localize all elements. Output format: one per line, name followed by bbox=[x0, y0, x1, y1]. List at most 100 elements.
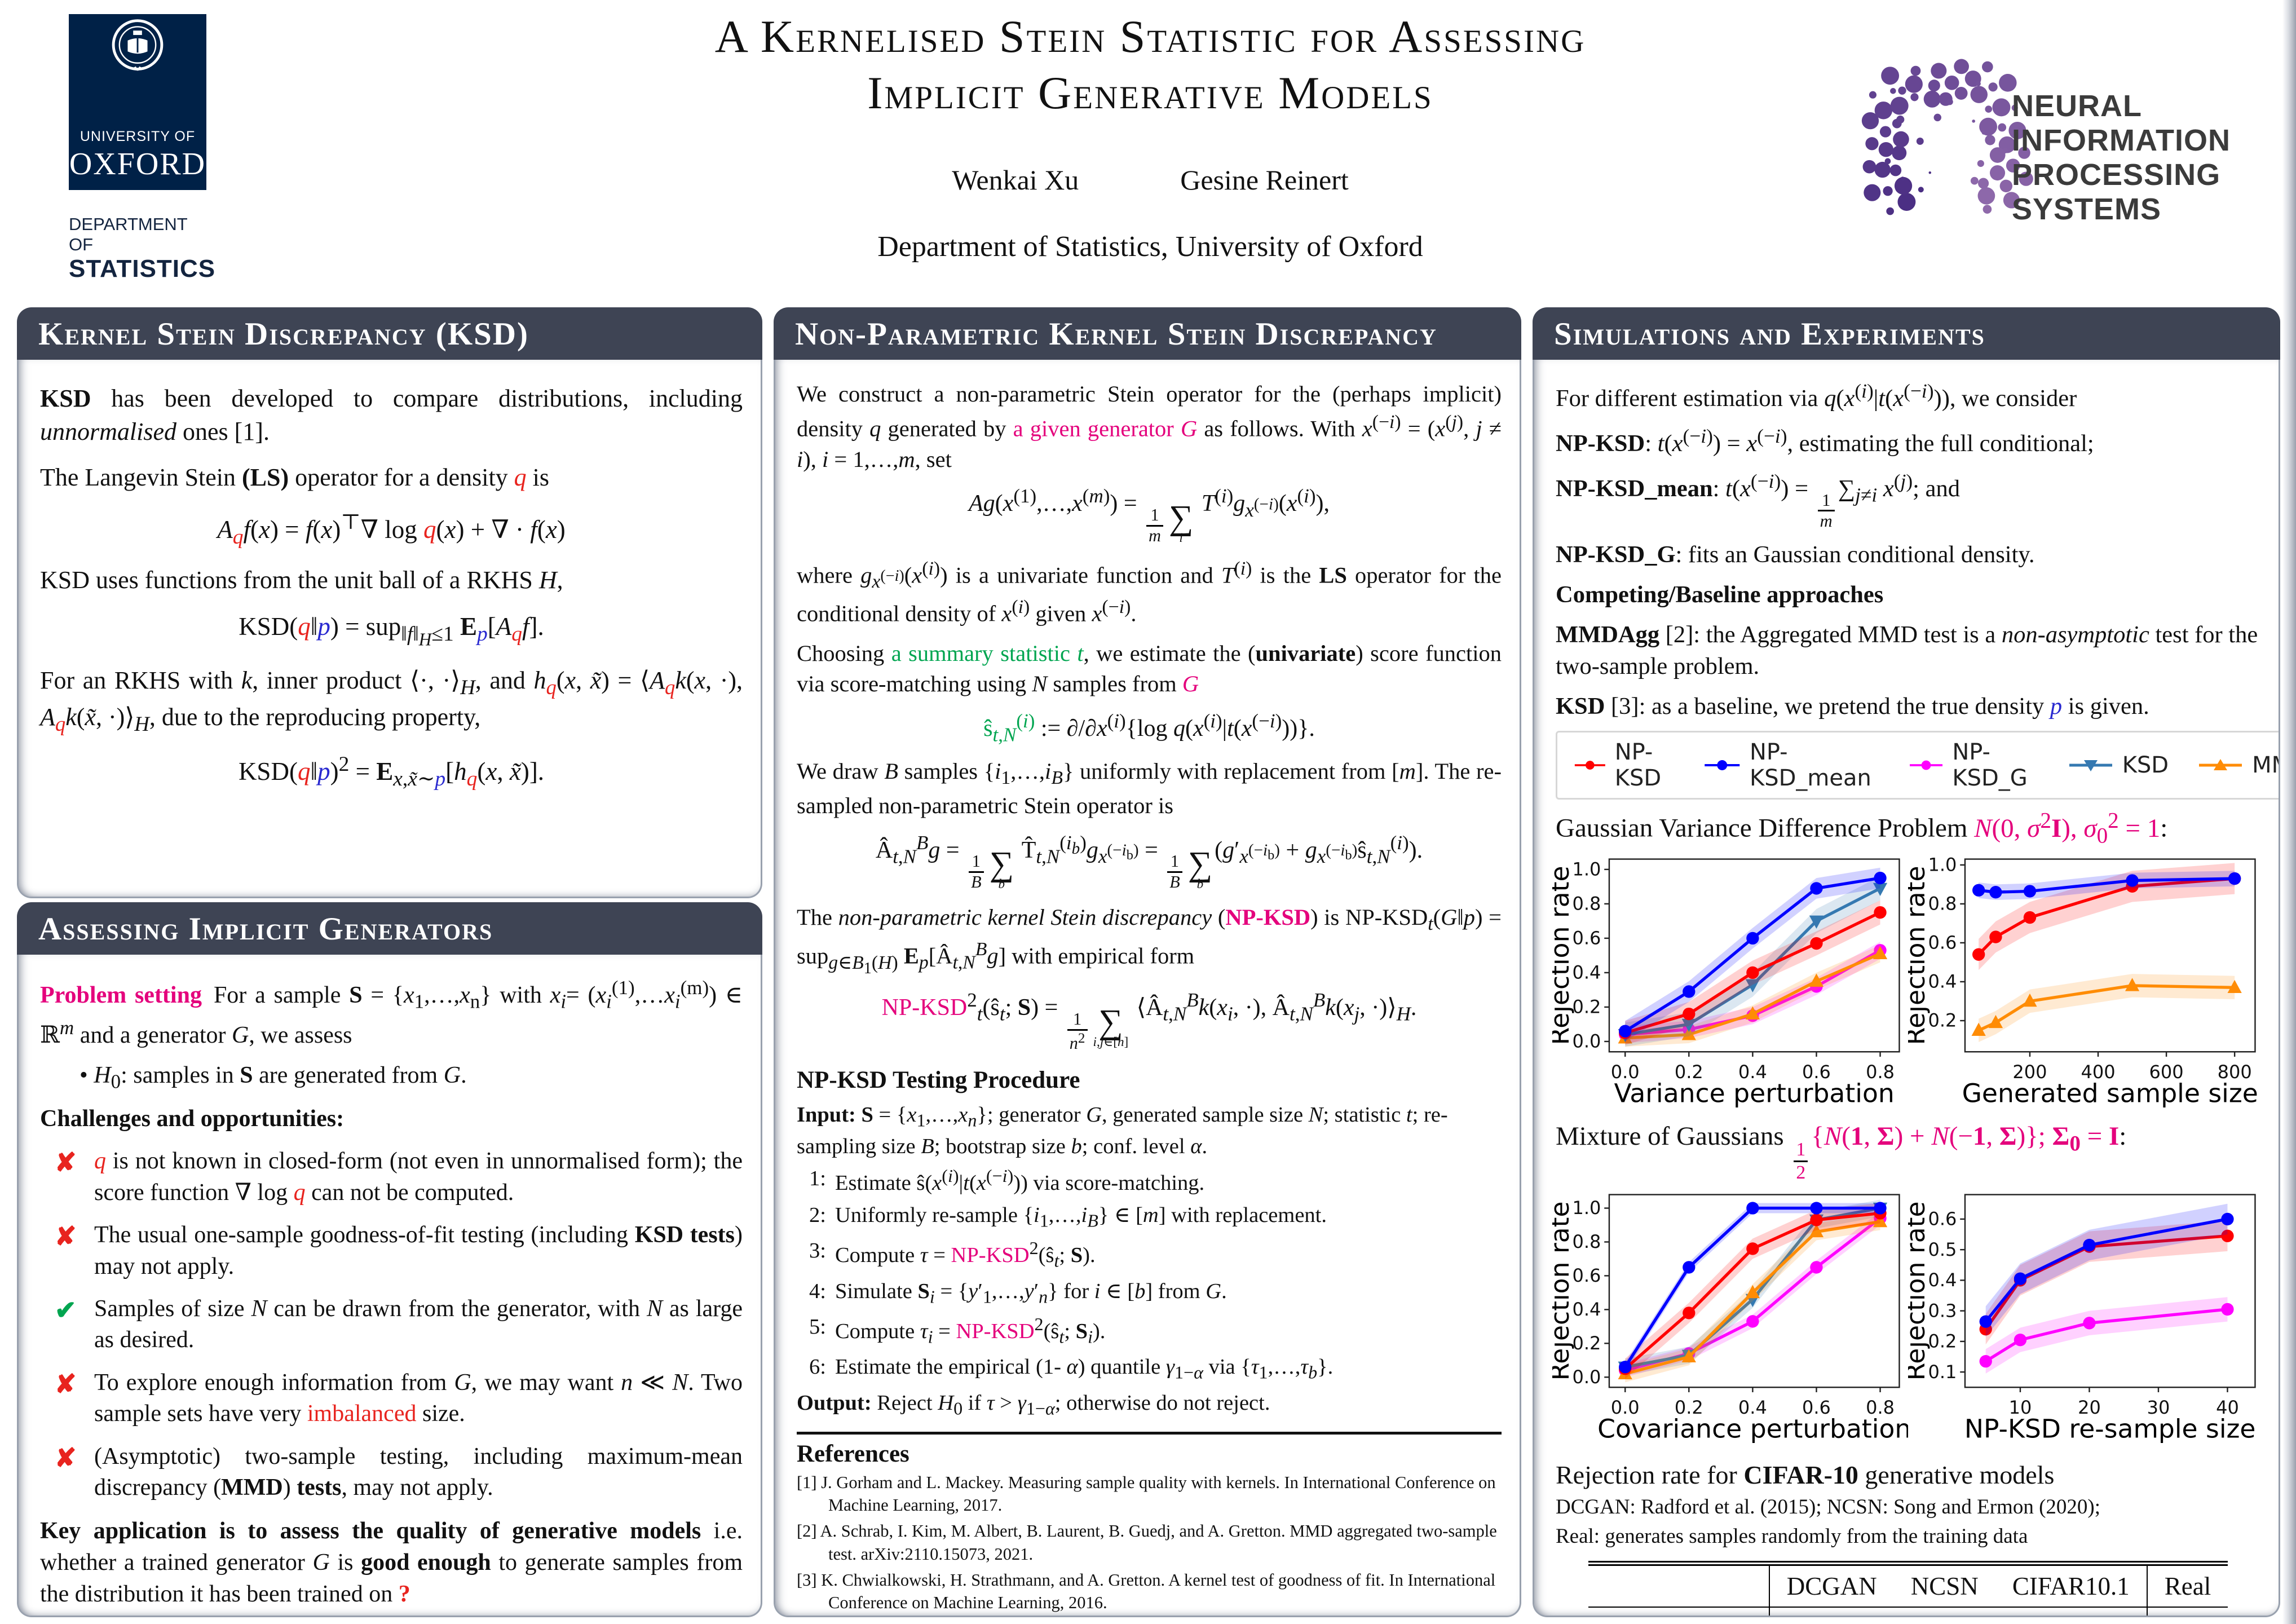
svg-text:0.6: 0.6 bbox=[1572, 928, 1601, 949]
aig-key-application: Key application is to assess the quality… bbox=[40, 1517, 743, 1608]
svg-text:200: 200 bbox=[2012, 1061, 2047, 1083]
chart-generated-sample-size: 0.2 0.4 0.6 0.8 1.0 200 400 600 800 Generated sam… bbox=[1908, 850, 2264, 1113]
svg-text:Rejection rate: Rejection rate bbox=[1908, 1201, 1931, 1380]
np-paragraph-4: We draw B samples {i1,…,iB} uniformly wi… bbox=[797, 758, 1502, 819]
aig-item-2: ✘ The usual one-sample goodness-of-fit te… bbox=[55, 1220, 743, 1282]
neurips-word-2: INFORMATION bbox=[2012, 123, 2231, 158]
np-paragraph-2: where gx(−i)(x(i)) is a univariate funct… bbox=[797, 558, 1502, 626]
svg-text:40: 40 bbox=[2216, 1397, 2239, 1418]
svg-text:0.2: 0.2 bbox=[1675, 1061, 1703, 1083]
np-step-2: 2: Uniformly re-sample {i1,…,iB} ∈ [m] wi… bbox=[809, 1203, 1327, 1231]
reference-1: [1] J. Gorham and L. Mackey. Measuring s… bbox=[797, 1472, 1496, 1515]
svg-text:0.8: 0.8 bbox=[1928, 893, 1957, 915]
sim-def-mmdagg: MMDAgg [2]: the Aggregated MMD test is a… bbox=[1556, 621, 2258, 680]
cifar-note-1: DCGAN: Radford et al. (2015); NCSN: Song… bbox=[1556, 1495, 2101, 1519]
reference-3: [3] K. Chwialkowski, H. Strathmann, and … bbox=[797, 1570, 1496, 1613]
svg-text:0.2: 0.2 bbox=[1928, 1010, 1957, 1031]
ksd-formula-sup: KSD(q‖p) = sup‖f‖H≤1 Ep[Aqf]. bbox=[239, 612, 544, 650]
ksd-formula-squared: KSD(q‖p)2 = Ex,x̃∼p[hq(x, x̃)]. bbox=[238, 753, 545, 791]
neurips-word-1: NEURAL bbox=[2012, 89, 2142, 123]
legend-item-np-ksd-g: NP-KSD_G bbox=[1908, 739, 2038, 791]
svg-text:0.4: 0.4 bbox=[1928, 971, 1957, 992]
svg-text:Generated sample size: Generated sample size bbox=[1962, 1079, 2258, 1109]
legend-marker-circle-icon bbox=[1705, 760, 1740, 771]
oxford-logo: UNIVERSITY OF OXFORD bbox=[69, 14, 206, 190]
cross-icon: ✘ bbox=[55, 1369, 77, 1398]
legend-item-np-ksd-mean: NP-KSD_mean bbox=[1703, 739, 1880, 791]
aig-item-3: ✔ Samples of size N can be drawn from the… bbox=[55, 1294, 743, 1356]
authors: Wenkai Xu Gesine Reinert bbox=[507, 164, 1793, 196]
np-step-4: 4: Simulate Si = {y′1,…,y′n} for i ∈ [b] … bbox=[809, 1279, 1227, 1307]
svg-text:0.2: 0.2 bbox=[1572, 1332, 1601, 1354]
aig-item-5: ✘ (Asymptotic) two-sample testing, includ… bbox=[55, 1441, 743, 1504]
legend-item-np-ksd: NP-KSD bbox=[1573, 739, 1675, 791]
svg-text:0.0: 0.0 bbox=[1611, 1061, 1640, 1083]
ksd-paragraph-2: The Langevin Stein (LS) operator for a d… bbox=[40, 463, 550, 491]
svg-text:Rejection rate: Rejection rate bbox=[1552, 1201, 1575, 1380]
check-icon: ✔ bbox=[55, 1295, 77, 1325]
cross-icon: ✘ bbox=[55, 1148, 77, 1177]
header: UNIVERSITY OF OXFORD DEPARTMENT OF STATI… bbox=[0, 0, 2296, 304]
svg-text:0.3: 0.3 bbox=[1928, 1300, 1957, 1321]
chart-resample-size: 0.1 0.2 0.3 0.4 0.5 0.6 10 20 30 40 NP-KSD re-samp… bbox=[1908, 1186, 2264, 1449]
author-gesine-reinert: Gesine Reinert bbox=[1180, 164, 1349, 196]
svg-text:0.6: 0.6 bbox=[1802, 1061, 1831, 1083]
np-step-1: 1: Estimate ŝ(x(i)|t(x(−i))) via score-ma… bbox=[809, 1166, 1205, 1195]
ksd-paragraph-4: For an RKHS with k, inner product ⟨·, ·⟩… bbox=[40, 667, 743, 736]
svg-text:800: 800 bbox=[2218, 1061, 2252, 1083]
reference-2: [2] A. Schrab, I. Kim, M. Albert, B. Lau… bbox=[797, 1521, 1497, 1564]
panel-sim-title: Simulations and Experiments bbox=[1533, 307, 2280, 360]
np-formula-stein-operator: Ag(x(1),…,x(m)) = 1 m ∑ i T(i)gx(−i)(x(i)), bbox=[969, 485, 1330, 545]
references-title: References bbox=[797, 1440, 909, 1467]
np-step-3: 3: Compute τ = NP-KSD2(ŝt; S). bbox=[809, 1238, 1096, 1271]
sim-paragraph-1: For different estimation via q(x(i)|t(x(… bbox=[1556, 379, 2077, 412]
ksd-paragraph-1: KSD has been developed to compare distri… bbox=[40, 385, 743, 445]
np-algo-output: Output: Reject H0 if τ > γ1−α; otherwise… bbox=[797, 1391, 1270, 1419]
ksd-formula-ls-operator: Aqf(x) = f(x)⊤∇ log q(x) + ∇ · f(x) bbox=[217, 510, 566, 549]
svg-text:1.0: 1.0 bbox=[1572, 1197, 1601, 1219]
svg-text:0.6: 0.6 bbox=[1928, 932, 1957, 954]
panel-np-ksd: Non-Parametric Kernel Stein Discrepancy … bbox=[774, 307, 1521, 1617]
gaussian-variance-heading: Gaussian Variance Difference Problem N(0… bbox=[1556, 808, 2168, 848]
title-line-2: Implicit Generative Models bbox=[867, 67, 1433, 118]
np-step-5: 5: Compute τi = NP-KSD2(ŝt; Si). bbox=[809, 1313, 1106, 1347]
table-header-row: DCGAN NCSN CIFAR10.1 Real bbox=[1588, 1563, 2228, 1608]
department-label: DEPARTMENT OF STATISTICS bbox=[69, 214, 215, 283]
np-formula-score: ŝt,N(i) := ∂/∂x(i){log q(x(i)|t(x(−i)))}… bbox=[983, 709, 1315, 746]
svg-text:0.0: 0.0 bbox=[1572, 1031, 1601, 1052]
chart-row-2: 0.0 0.2 0.4 0.6 0.8 1.0 0.0 0.2 0.4 0.6 0.8 Covaria… bbox=[1552, 1186, 2264, 1449]
legend-marker-triangle-up-icon bbox=[2199, 759, 2242, 771]
panel-ksd: Kernel Stein Discrepancy (KSD) KSD has b… bbox=[17, 307, 762, 898]
cifar-results-table: DCGAN NCSN CIFAR10.1 Real NP-KSD0.680.73… bbox=[1588, 1560, 2228, 1616]
legend-item-ksd: KSD bbox=[2067, 752, 2169, 778]
author-wenkai-xu: Wenkai Xu bbox=[952, 164, 1079, 196]
page-edge-shading bbox=[2282, 0, 2296, 1624]
panel-np-body: We construct a non-parametric Stein oper… bbox=[774, 360, 1521, 1617]
svg-text:0.2: 0.2 bbox=[1572, 996, 1601, 1018]
sim-def-ksd: KSD [3]: as a baseline, we pretend the t… bbox=[1556, 693, 2149, 720]
svg-text:0.1: 0.1 bbox=[1928, 1361, 1957, 1383]
panel-ksd-body: KSD has been developed to compare distri… bbox=[17, 360, 762, 898]
neurips-ring-icon bbox=[1861, 59, 2033, 215]
neurips-wordmark: NEURAL INFORMATION PROCESSING SYSTEMS bbox=[2012, 89, 2231, 227]
np-algo-title: NP-KSD Testing Procedure bbox=[797, 1066, 1080, 1093]
panel-sim-body: For different estimation via q(x(i)|t(x(… bbox=[1533, 360, 2280, 1617]
sim-def-np-ksd-mean: NP-KSD_mean: t(x(−i)) = 1 m ∑j≠i x(j); and bbox=[1556, 470, 1960, 531]
np-paragraph-3: Choosing a summary statistic t, we estim… bbox=[797, 641, 1502, 697]
chart-legend: NP-KSD NP-KSD_mean NP-KSD_G KSD MMDAgg bbox=[1556, 731, 2279, 800]
neurips-word-4: SYSTEMS bbox=[2012, 192, 2162, 227]
panel-simulations: Simulations and Experiments For differen… bbox=[1533, 307, 2280, 1617]
panel-aig-title: Assessing Implicit Generators bbox=[17, 902, 762, 955]
sim-def-np-ksd: NP-KSD: t(x(−i)) = x(−i), estimating the… bbox=[1556, 425, 2094, 457]
svg-text:0.4: 0.4 bbox=[1572, 1299, 1601, 1320]
legend-marker-circle-icon bbox=[1574, 761, 1605, 770]
svg-text:0.8: 0.8 bbox=[1572, 893, 1601, 915]
department-of-label: DEPARTMENT OF bbox=[69, 214, 188, 254]
svg-text:0.4: 0.4 bbox=[1738, 1061, 1767, 1083]
aig-challenges-title: Challenges and opportunities: bbox=[40, 1105, 345, 1132]
svg-text:0.4: 0.4 bbox=[1572, 962, 1601, 983]
cifar-heading: Rejection rate for CIFAR-10 generative m… bbox=[1556, 1460, 2055, 1489]
oxford-label: OXFORD bbox=[69, 147, 206, 182]
legend-item-mmdagg: MMDAgg bbox=[2197, 752, 2279, 778]
